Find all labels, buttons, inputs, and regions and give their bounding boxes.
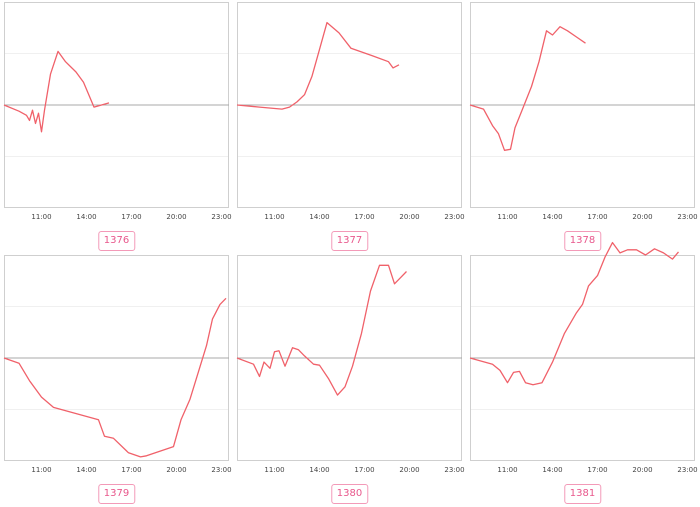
x-tick-label: 11:00 <box>31 466 51 474</box>
chart-id-badge[interactable]: 1376 <box>97 231 136 251</box>
x-tick-label: 23:00 <box>444 213 464 221</box>
series-line <box>3 297 227 458</box>
x-tick-label: 14:00 <box>542 213 562 221</box>
chart-svg: 11:00 14:00 17:00 20:00 23:00 <box>236 255 465 474</box>
x-tick-label: 11:00 <box>497 213 517 221</box>
x-tick-label: 17:00 <box>587 213 607 221</box>
chart-panel-1380: 11:00 14:00 17:00 20:00 23:00 1380 <box>236 255 465 505</box>
x-tick-label: 23:00 <box>211 213 231 221</box>
x-tick-label: 14:00 <box>76 213 96 221</box>
x-tick-label: 17:00 <box>121 466 141 474</box>
x-tick-label: 11:00 <box>264 466 284 474</box>
chart-svg: 11:00 14:00 17:00 20:00 23:00 <box>3 255 232 474</box>
x-tick-label: 14:00 <box>76 466 96 474</box>
chart-id-badge[interactable]: 1380 <box>330 484 369 504</box>
chart-id-badge[interactable]: 1379 <box>97 484 136 504</box>
x-tick-label: 14:00 <box>542 466 562 474</box>
x-tick-label: 20:00 <box>399 213 419 221</box>
x-tick-label: 20:00 <box>399 466 419 474</box>
chart-id-badge[interactable]: 1377 <box>330 231 369 251</box>
chart-panel-1379: 11:00 14:00 17:00 20:00 23:00 1379 <box>3 255 232 505</box>
x-tick-label: 17:00 <box>121 213 141 221</box>
chart-panel-1381: 11:00 14:00 17:00 20:00 23:00 1381 <box>469 241 698 505</box>
chart-panel-1376: 11:00 14:00 17:00 20:00 23:00 1376 <box>3 2 232 252</box>
x-tick-label: 17:00 <box>587 466 607 474</box>
chart-panel-1377: 11:00 14:00 17:00 20:00 23:00 1377 <box>236 2 465 252</box>
x-tick-label: 20:00 <box>632 466 652 474</box>
x-tick-label: 11:00 <box>497 466 517 474</box>
x-tick-label: 14:00 <box>309 213 329 221</box>
chart-svg: 11:00 14:00 17:00 20:00 23:00 <box>3 2 232 221</box>
x-tick-label: 20:00 <box>632 213 652 221</box>
chart-id-badge[interactable]: 1381 <box>563 484 602 504</box>
series-line <box>3 50 110 133</box>
x-tick-label: 23:00 <box>677 466 697 474</box>
chart-id-badge[interactable]: 1378 <box>563 231 602 251</box>
chart-svg: 11:00 14:00 17:00 20:00 23:00 <box>469 241 698 474</box>
series-line <box>236 264 407 396</box>
series-line <box>469 26 586 151</box>
x-tick-label: 17:00 <box>354 213 374 221</box>
x-tick-label: 23:00 <box>211 466 231 474</box>
x-tick-label: 14:00 <box>309 466 329 474</box>
chart-svg: 11:00 14:00 17:00 20:00 23:00 <box>236 2 465 221</box>
x-tick-label: 20:00 <box>166 213 186 221</box>
x-tick-label: 11:00 <box>264 213 284 221</box>
x-tick-label: 20:00 <box>166 466 186 474</box>
series-line <box>469 241 679 386</box>
chart-panel-1378: 11:00 14:00 17:00 20:00 23:00 1378 <box>469 2 698 252</box>
x-tick-label: 17:00 <box>354 466 374 474</box>
series-line <box>236 21 400 110</box>
x-tick-label: 23:00 <box>444 466 464 474</box>
x-tick-label: 11:00 <box>31 213 51 221</box>
chart-svg: 11:00 14:00 17:00 20:00 23:00 <box>469 2 698 221</box>
x-tick-label: 23:00 <box>677 213 697 221</box>
